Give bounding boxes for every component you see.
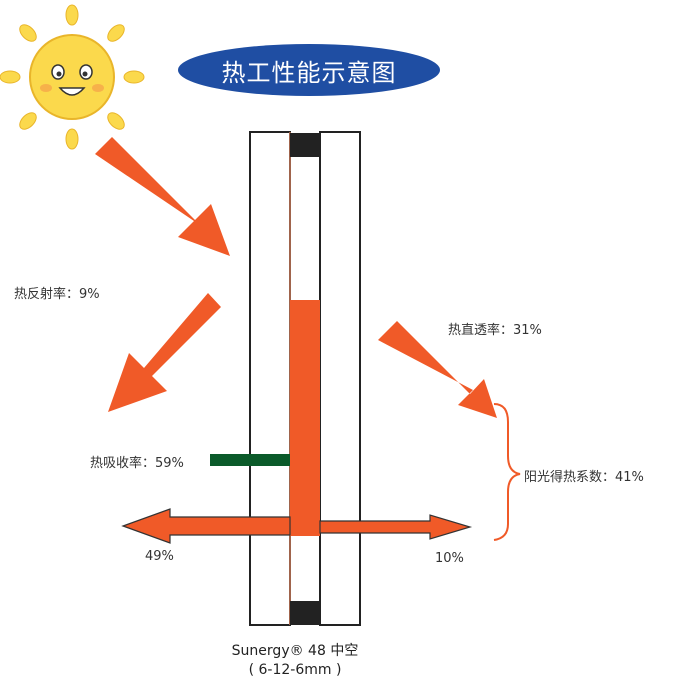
reflectance-label: 热反射率：9%	[14, 287, 100, 302]
product-spec: ( 6-12-6mm )	[248, 662, 342, 678]
glass-unit	[249, 131, 361, 626]
diagram-title: 热工性能示意图	[221, 58, 397, 87]
product-name: Sunergy® 48 中空	[231, 643, 359, 659]
spacer-bottom	[290, 601, 320, 625]
title-badge: 热工性能示意图	[178, 44, 440, 96]
outward-percent-label: 49%	[145, 549, 174, 564]
inward-percent-label: 10%	[435, 551, 464, 566]
shgc-label: 阳光得热系数：41%	[524, 470, 644, 485]
inward-reradiation-arrow	[319, 514, 473, 540]
absorbed-energy-column	[290, 300, 320, 536]
sun-icon	[0, 4, 145, 150]
outward-reradiation-arrow	[121, 508, 291, 544]
incident-solar-arrow	[95, 137, 230, 256]
absorption-bar	[210, 454, 290, 466]
reflected-arrow	[108, 293, 221, 412]
inner-glass-pane	[319, 131, 361, 626]
shgc-bracket	[493, 403, 521, 541]
absorptance-label: 热吸收率：59%	[90, 456, 184, 471]
outer-glass-pane	[249, 131, 291, 626]
spacer-top	[290, 133, 320, 157]
direct-transmittance-label: 热直透率：31%	[448, 323, 542, 338]
direct-transmission-arrow	[378, 321, 497, 418]
